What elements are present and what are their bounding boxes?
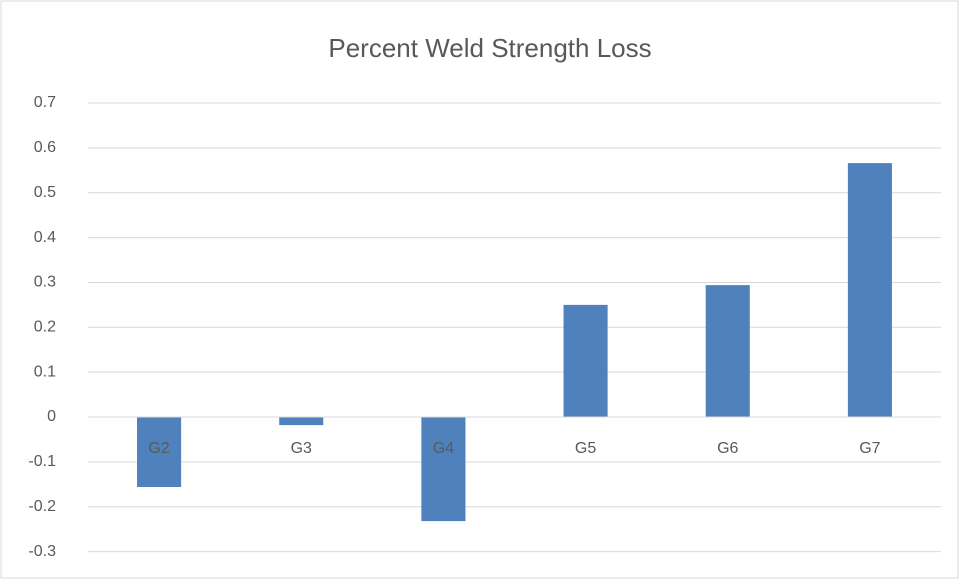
bar — [137, 417, 182, 488]
y-tick-label: 0.2 — [34, 319, 56, 336]
bar — [705, 285, 750, 418]
bar — [847, 163, 892, 418]
x-tick-label: G5 — [575, 440, 596, 457]
y-tick-label: 0.3 — [34, 274, 56, 291]
y-tick-label: 0.7 — [34, 94, 56, 111]
bar — [279, 417, 324, 426]
y-tick-label: 0.6 — [34, 139, 56, 156]
y-tick-label: 0.4 — [34, 229, 56, 246]
x-tick-label: G3 — [291, 440, 312, 457]
y-tick-label: -0.3 — [28, 543, 56, 560]
bar — [421, 417, 466, 522]
chart-title: Percent Weld Strength Loss — [328, 33, 651, 63]
bar — [563, 304, 608, 418]
y-tick-label: 0.1 — [34, 363, 56, 380]
x-tick-label: G2 — [148, 440, 169, 457]
y-tick-label: -0.1 — [28, 453, 56, 470]
x-tick-label: G6 — [717, 440, 738, 457]
y-tick-label: -0.2 — [28, 498, 56, 515]
x-tick-label: G7 — [859, 440, 880, 457]
y-tick-label: 0.5 — [34, 184, 56, 201]
x-tick-label: G4 — [433, 440, 454, 457]
y-tick-label: 0 — [47, 408, 56, 425]
